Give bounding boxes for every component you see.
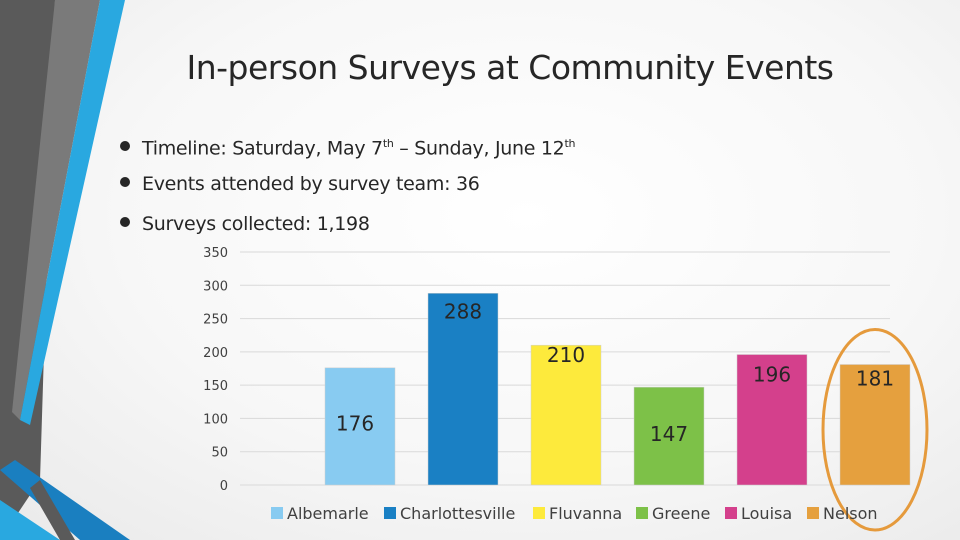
- legend-label: Louisa: [741, 504, 792, 523]
- bar-albemarle: [324, 367, 396, 486]
- bullet-superscript: th: [382, 137, 394, 150]
- legend-swatch: [533, 507, 545, 519]
- y-tick-label: 300: [203, 279, 228, 294]
- bullet-dot: [120, 216, 130, 227]
- legend-swatch: [807, 507, 819, 519]
- legend-label: Nelson: [823, 504, 878, 523]
- data-label: 147: [650, 422, 688, 446]
- bullet-superscript: th: [564, 137, 576, 150]
- bullet-text: Events attended by survey team: 36: [142, 173, 480, 195]
- grey-stripe: [12, 0, 100, 420]
- data-label: 176: [336, 412, 374, 436]
- data-label: 196: [753, 362, 791, 386]
- bar-fluvanna: [530, 344, 602, 486]
- y-tick-label: 200: [203, 346, 228, 361]
- bullet-text: – Sunday, June 12: [393, 137, 565, 160]
- light-blue-stripe: [20, 0, 125, 425]
- bullet-surveys: Surveys collected: 1,198: [120, 204, 575, 244]
- y-tick-label: 150: [203, 379, 228, 394]
- slide-title: In-person Surveys at Community Events: [186, 48, 835, 87]
- bullet-dot: [120, 176, 130, 187]
- legend-swatch: [271, 507, 283, 519]
- bullet-timeline: Timeline: Saturday, May 7th – Sunday, Ju…: [120, 124, 575, 164]
- bullet-dot: [120, 140, 130, 151]
- bullet-events: Events attended by survey team: 36: [120, 164, 575, 204]
- y-tick-label: 100: [203, 412, 228, 427]
- legend-swatch: [636, 507, 648, 519]
- legend-swatch: [725, 507, 737, 519]
- bar-greene: [633, 386, 705, 486]
- y-tick-label: 0: [220, 479, 228, 494]
- bar-louisa: [736, 354, 808, 486]
- legend-label: Charlottesville: [400, 504, 515, 523]
- data-label: 181: [856, 366, 894, 390]
- bar-nelson: [839, 364, 911, 486]
- legend-label: Albemarle: [287, 504, 369, 523]
- y-tick-label: 250: [203, 313, 228, 328]
- bullet-list: Timeline: Saturday, May 7th – Sunday, Ju…: [120, 124, 575, 244]
- data-label: 288: [444, 300, 482, 324]
- bullet-text: Timeline: Saturday, May 7: [142, 137, 383, 160]
- light-blue-corner-stripe: [0, 500, 60, 540]
- blue-corner-stripe: [0, 460, 130, 540]
- highlight-ring: [821, 328, 929, 532]
- data-label: 210: [547, 343, 585, 367]
- legend-label: Greene: [652, 504, 710, 523]
- legend-label: Fluvanna: [549, 504, 622, 523]
- dark-corner-stripe: [30, 480, 75, 540]
- y-tick-label: 350: [203, 246, 228, 261]
- y-tick-label: 50: [211, 446, 228, 461]
- bar-charlottesville: [427, 293, 499, 486]
- bullet-text: Surveys collected: 1,198: [142, 213, 370, 235]
- legend-swatch: [384, 507, 396, 519]
